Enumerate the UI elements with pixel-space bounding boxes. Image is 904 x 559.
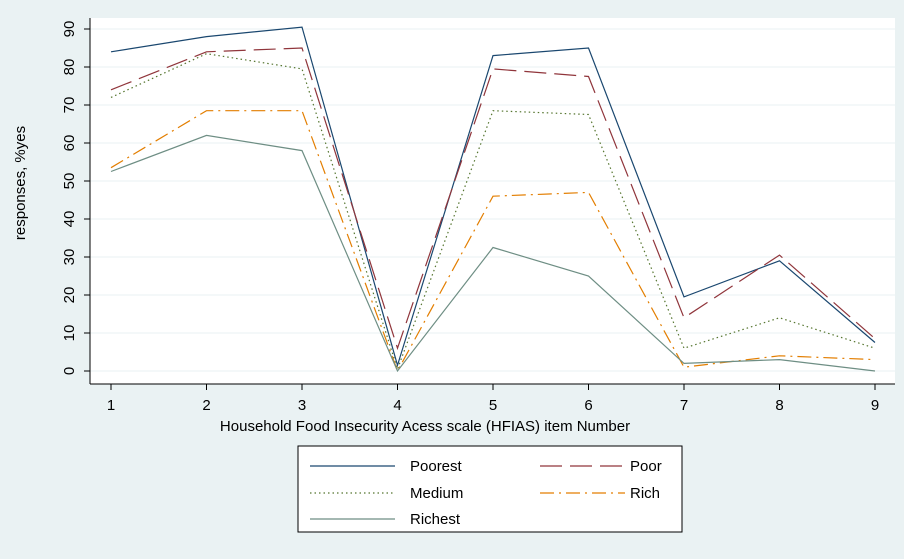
legend-label-richest: Richest [410,511,461,528]
series-line-poor [110,47,876,351]
legend-box [297,445,683,533]
y-tick-label: 90 [61,21,78,38]
x-axis-title: Household Food Insecurity Acess scale (H… [220,418,630,435]
y-axis-title: responses, %yes [12,126,29,240]
x-tick-label: 1 [107,397,115,414]
y-tick-label: 0 [61,367,78,375]
x-tick-label: 4 [393,397,401,414]
x-tick-label: 8 [775,397,783,414]
x-tick-label: 7 [680,397,688,414]
legend-label-poorest: Poorest [410,458,463,475]
legend-label-rich: Rich [630,485,660,502]
x-tick-label: 6 [584,397,592,414]
y-tick-label: 10 [61,325,78,342]
x-tick-label: 3 [298,397,306,414]
y-tick-label: 40 [61,211,78,228]
series-line-medium [110,53,876,371]
series-line-rich [110,110,876,373]
series-lines [110,26,876,373]
x-tick-label: 2 [202,397,210,414]
x-axis: 1 2 3 4 5 6 7 8 9 [90,383,895,414]
y-tick-label: 50 [61,173,78,190]
plot-area [90,18,895,384]
y-tick-label: 80 [61,59,78,76]
y-tick-label: 30 [61,249,78,266]
grid-lines [90,28,895,372]
legend: Poorest Poor Medium Rich Richest [297,445,683,533]
y-tick-label: 60 [61,135,78,152]
series-line-richest [110,134,876,373]
legend-label-poor: Poor [630,458,662,475]
y-axis: 0 10 20 30 40 50 60 70 80 90 [61,18,91,384]
x-tick-label: 5 [489,397,497,414]
y-tick-label: 70 [61,97,78,114]
x-tick-label: 9 [871,397,879,414]
series-line-poorest [110,26,876,368]
legend-label-medium: Medium [410,485,463,502]
y-tick-label: 20 [61,287,78,304]
